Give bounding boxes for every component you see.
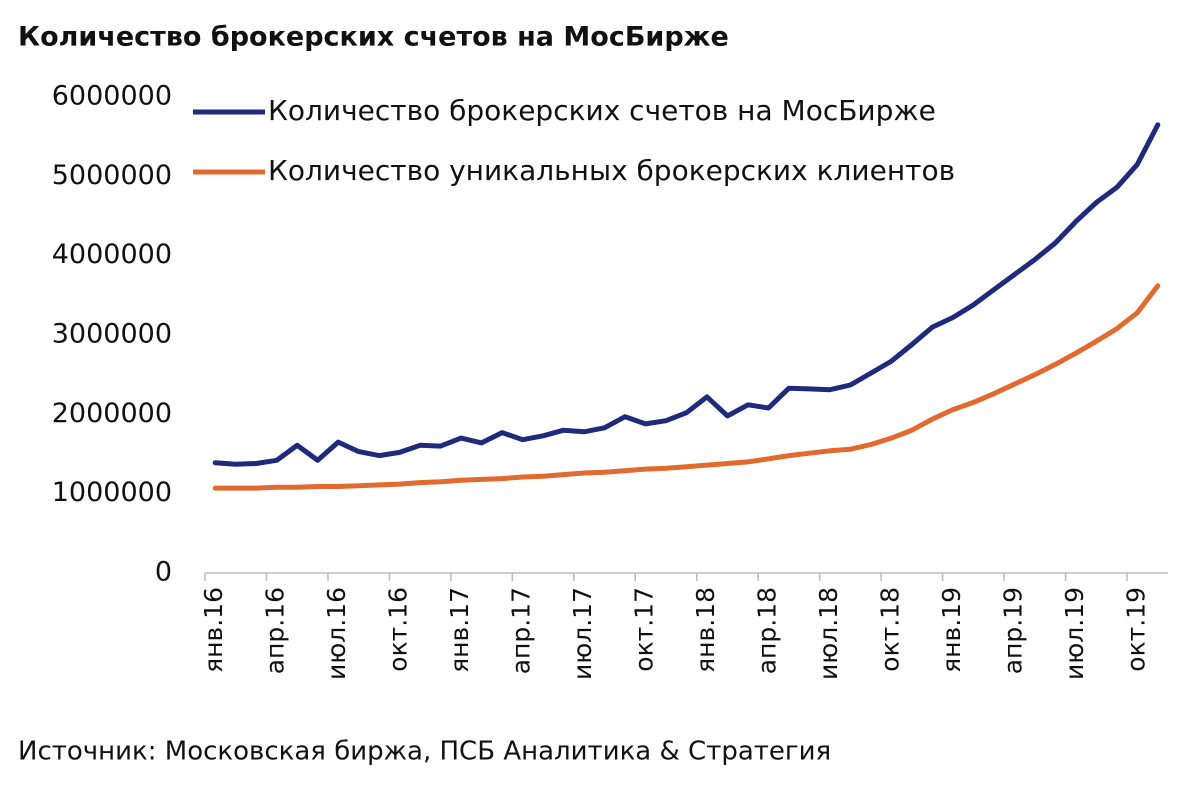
x-tick-label: янв.18 — [691, 587, 720, 673]
y-tick-label: 2000000 — [52, 398, 172, 429]
x-tick-label: апр.19 — [998, 587, 1027, 674]
x-tick-label: июл.17 — [568, 587, 597, 680]
y-tick-label: 0 — [155, 557, 172, 588]
legend-label: Количество брокерских счетов на МосБирже — [268, 94, 936, 127]
y-tick-label: 4000000 — [52, 239, 172, 270]
x-tick-label: апр.18 — [752, 587, 781, 674]
series-line — [212, 122, 1161, 467]
x-tick-label: окт.16 — [384, 587, 413, 672]
x-tick-label: июл.19 — [1060, 587, 1089, 680]
x-tick-label: окт.18 — [875, 587, 904, 672]
x-tick-label: июл.16 — [322, 587, 351, 680]
legend-label: Количество уникальных брокерских клиенто… — [268, 154, 955, 187]
x-tick-label: янв.17 — [445, 587, 474, 673]
x-tick-label: окт.17 — [630, 587, 659, 672]
y-tick-label: 1000000 — [52, 477, 172, 508]
x-tick-label: апр.16 — [261, 587, 290, 674]
y-tick-label: 5000000 — [52, 160, 172, 191]
x-tick-label: янв.16 — [199, 587, 228, 673]
x-tick-label: апр.17 — [507, 587, 536, 674]
y-tick-label: 6000000 — [52, 81, 172, 112]
source-note: Источник: Московская биржа, ПСБ Аналитик… — [18, 737, 831, 767]
chart-title: Количество брокерских счетов на МосБирже — [18, 22, 729, 53]
x-tick-label: окт.19 — [1121, 587, 1150, 672]
series-line — [212, 283, 1161, 491]
y-tick-label: 3000000 — [52, 319, 172, 350]
x-tick-label: янв.19 — [937, 587, 966, 673]
x-tick-label: июл.18 — [814, 587, 843, 680]
